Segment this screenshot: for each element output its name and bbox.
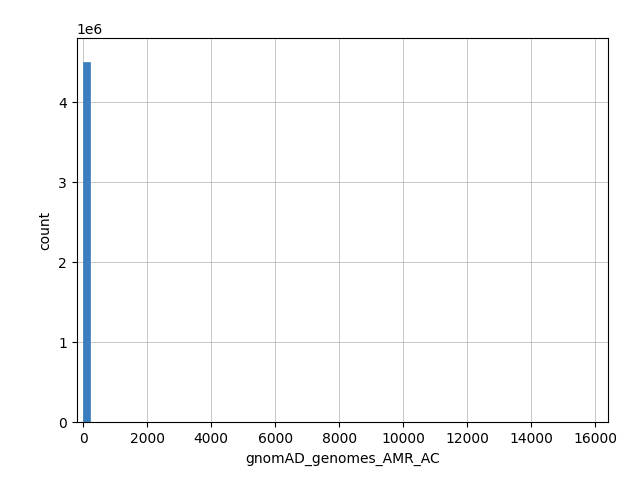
X-axis label: gnomAD_genomes_AMR_AC: gnomAD_genomes_AMR_AC [245, 452, 440, 466]
Y-axis label: count: count [38, 211, 52, 250]
Bar [83, 62, 90, 422]
